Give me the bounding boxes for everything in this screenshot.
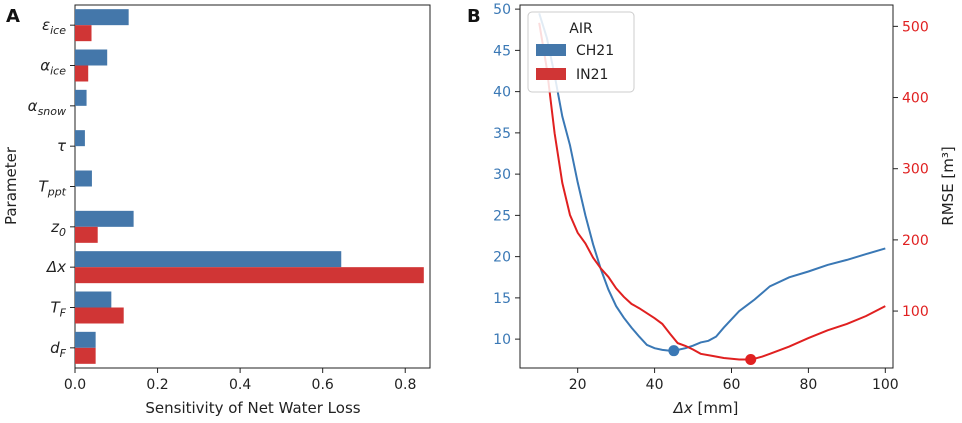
legend-label-ch21: CH21 [576,43,614,59]
line-in21 [538,22,886,361]
y-tick-label-sub: 0 [59,226,66,239]
bar-ch21-4 [75,170,92,187]
bar-ch21-5 [75,210,134,227]
panel-b-right-y-axis-label: RMSE [m³] [939,146,957,225]
y-tick-label-sub: F [60,307,67,320]
panel-a-frame [74,4,431,369]
panel-b-frame [519,4,894,369]
b-left-tick-label-6: 40 [493,85,511,101]
legend-swatch-ch21 [536,44,566,56]
b-x-tick-label-0: 20 [569,377,587,393]
y-tick-label-base: τ [57,137,67,155]
legend-label-in21: IN21 [576,67,608,83]
b-left-tick-label-0: 10 [493,332,511,348]
panel-a-x-axis-label: Sensitivity of Net Water Loss [145,399,360,417]
b-right-tick-label-4: 500 [902,19,929,35]
bar-ch21-6 [75,251,342,268]
b-right-tick-label-2: 300 [902,162,929,178]
y-tick-label-1: αice [40,57,66,78]
bar-in21-6 [75,267,424,284]
y-tick-label-8: dF [50,339,67,360]
b-right-tick-label-0: 100 [902,304,929,320]
y-tick-label-sub: ice [50,24,66,37]
y-tick-label-base: T [39,178,50,196]
b-x-tick-label-3: 80 [799,377,817,393]
b-x-tick-label-4: 100 [872,377,899,393]
y-tick-label-sub: ice [50,65,66,78]
bar-in21-5 [75,226,98,243]
panel-b-left-y-tick-labels: 10 15 20 25 30 35 40 45 50 [493,2,520,348]
bar-ch21-1 [75,49,108,66]
bar-ch21-3 [75,130,85,147]
b-left-tick-label-4: 30 [493,167,511,183]
bar-in21-7 [75,307,124,324]
y-tick-label-base: d [50,339,60,357]
y-tick-label-base: α [40,57,50,75]
panel-a-letter: A [6,6,20,27]
y-tick-label-base: α [28,97,38,115]
y-tick-label-2: αsnow [28,97,66,118]
panel-b-right-y-tick-labels: 100 200 300 400 500 [893,19,929,320]
bar-ch21-8 [75,331,96,348]
y-tick-label-base: T [51,299,62,317]
bar-in21-8 [75,347,96,364]
b-x-tick-label-1: 40 [646,377,664,393]
x-tick-label-0: 0.0 [64,377,86,393]
b-left-tick-label-3: 25 [493,208,511,224]
b-left-tick-label-1: 15 [493,291,511,307]
panel-a-y-axis-label: Parameter [2,146,20,225]
legend-title: AIR [569,21,593,37]
panel-b-x-axis-label: Δx [mm] [673,399,739,417]
panel-b-x-tick-labels: 20 40 60 80 100 [569,368,899,393]
y-tick-label-base: z [50,218,60,236]
y-tick-label-7: TF [51,299,67,320]
x-tick-label-1: 0.2 [146,377,168,393]
y-tick-label-6: Δx [46,258,66,276]
panel-b-lines [538,13,886,365]
b-x-tick-label-2: 60 [723,377,741,393]
bar-ch21-7 [75,291,112,308]
y-tick-label-sub: F [60,347,67,360]
panel-b-x-axis-label-var: Δx [673,399,693,417]
b-left-tick-label-7: 45 [493,43,511,59]
bar-in21-0 [75,25,92,42]
b-left-tick-label-5: 35 [493,126,511,142]
y-tick-label-0: εice [42,16,66,37]
bar-ch21-2 [75,89,87,106]
y-tick-label-3: τ [57,137,67,155]
marker-min-ch21 [668,345,680,357]
y-tick-label-base: Δx [46,258,66,276]
bar-ch21-0 [75,9,129,26]
b-right-tick-label-3: 400 [902,91,929,107]
b-right-tick-label-1: 200 [902,233,929,249]
panel-b-letter: B [467,6,481,27]
panel-a-x-tick-labels: 0.0 0.2 0.4 0.6 0.8 [64,368,416,393]
b-left-tick-label-8: 50 [493,2,511,18]
x-tick-label-2: 0.4 [229,377,251,393]
x-tick-label-3: 0.6 [312,377,334,393]
y-tick-label-sub: ppt [47,186,67,199]
b-left-tick-label-2: 20 [493,250,511,266]
bar-in21-1 [75,65,89,82]
y-tick-label-5: z0 [50,218,66,239]
legend-swatch-in21 [536,68,566,80]
y-tick-label-sub: snow [38,105,66,118]
panel-b: B 20 40 60 80 100 10 15 20 25 30 35 40 45 50 100 200 3… [467,2,957,417]
panel-b-x-axis-label-unit: [mm] [697,399,738,417]
panel-a-bars [75,9,424,364]
legend: AIR CH21 IN21 [527,11,635,93]
x-tick-label-4: 0.8 [394,377,416,393]
y-tick-label-4: Tppt [39,178,67,199]
y-tick-label-base: ε [42,16,50,34]
marker-min-in21 [745,353,757,365]
